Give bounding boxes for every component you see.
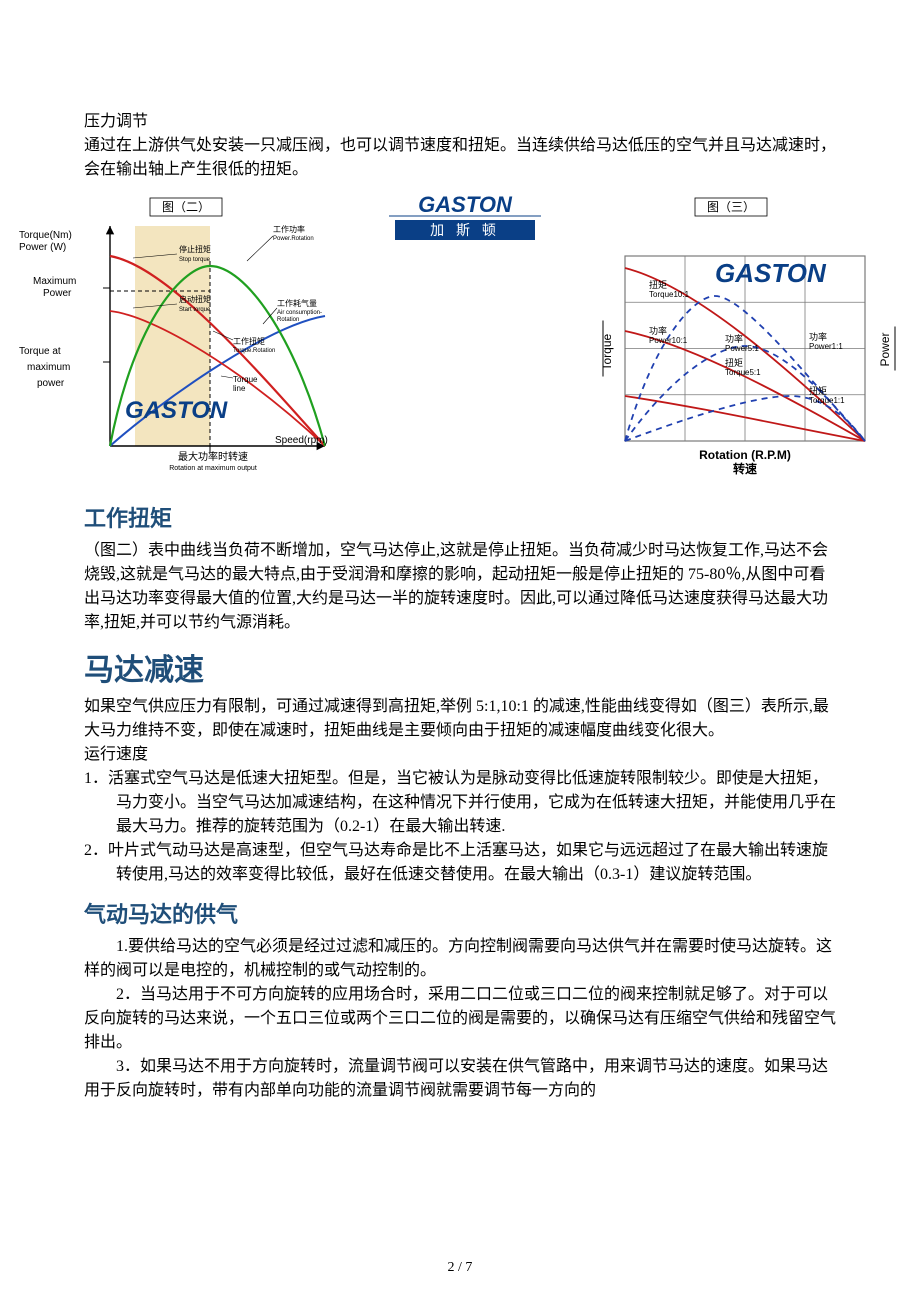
svg-text:GASTON: GASTON [125,397,228,424]
svg-text:功率: 功率 [725,333,743,344]
list-decel-2: 2．叶片式气动马达是高速型，但空气马达寿命是比不上活塞马达，如果它与远远超过了在… [84,839,836,887]
pressure-title: 压力调节 [84,110,836,134]
svg-text:GASTON: GASTON [715,258,827,288]
gaston-logo-top: GASTON 加 斯 顿 [385,190,545,249]
para-decel-1: 如果空气供应压力有限制，可通过减速得到高扭矩,举例 5:1,10:1 的减速,性… [84,695,836,743]
svg-text:Power (W): Power (W) [19,242,66,253]
svg-text:Start torque: Start torque [179,307,211,313]
svg-text:转速: 转速 [733,461,757,476]
heading-supply: 气动马达的供气 [84,897,836,929]
svg-text:工作功率: 工作功率 [273,224,305,234]
svg-text:Power5:1: Power5:1 [725,344,759,353]
para-supply-1: 1.要供给马达的空气必须是经过过滤和减压的。方向控制阀需要向马达供气并在需要时使… [84,935,836,983]
pressure-body: 通过在上游供气处安装一只减压阀，也可以调节速度和扭矩。当连续供给马达低压的空气并… [84,134,836,182]
svg-text:Power.Rotation: Power.Rotation [273,236,314,242]
svg-text:扭矩: 扭矩 [649,279,667,290]
heading-work-torque: 工作扭矩 [84,501,836,533]
svg-text:扭矩: 扭矩 [725,357,743,368]
para-work-torque: （图二）表中曲线当负荷不断增加，空气马达停止,这就是停止扭矩。当负荷减少时马达恢… [84,539,836,635]
svg-text:停止扭矩: 停止扭矩 [179,244,211,254]
svg-text:图（三）: 图（三） [707,200,755,214]
svg-text:工作耗气量: 工作耗气量 [277,298,317,308]
svg-text:Rotation at maximum output: Rotation at maximum output [169,465,257,472]
svg-text:Speed(rpm): Speed(rpm) [275,435,328,446]
figure-2: 图（二） Torque(Nm)Power (W) MaximumPower Torqu… [15,196,345,491]
svg-text:Torque1:1: Torque1:1 [809,396,845,405]
svg-text:GASTON: GASTON [418,192,513,217]
svg-text:功率: 功率 [649,325,667,336]
para-decel-sub: 运行速度 [84,743,836,767]
page-number: 2 / 7 [0,1260,920,1276]
svg-text:扭矩: 扭矩 [809,385,827,396]
svg-text:Rotation (R.P.M): Rotation (R.P.M) [699,448,791,462]
svg-text:line: line [233,384,246,393]
svg-text:启动扭矩: 启动扭矩 [179,294,211,304]
svg-text:Torque10:1: Torque10:1 [649,290,690,299]
svg-text:Power: Power [43,288,72,299]
svg-text:Torque at: Torque at [19,346,61,357]
svg-text:加 斯 顿: 加 斯 顿 [430,222,500,238]
svg-text:Torque(Nm): Torque(Nm) [19,230,72,241]
svg-text:Maximum: Maximum [33,276,76,287]
svg-text:Air consumption-: Air consumption- [277,310,322,316]
svg-text:maximum: maximum [27,362,70,373]
figure-3: 图（三）扭矩Torque10:1功率Power10:1功率Power5:1扭矩T… [585,196,905,491]
svg-text:Torque: Torque [233,375,258,384]
svg-text:Power: Power [878,332,892,366]
svg-text:图（二）: 图（二） [162,200,210,214]
svg-text:Torque: Torque [600,333,614,370]
svg-text:Power10:1: Power10:1 [649,336,688,345]
list-decel-1: 1．活塞式空气马达是低速大扭矩型。但是，当它被认为是脉动变得比低速旋转限制较少。… [84,767,836,839]
svg-text:功率: 功率 [809,331,827,342]
svg-text:Torque5:1: Torque5:1 [725,368,761,377]
svg-text:Stop torque: Stop torque [179,257,211,263]
para-supply-3: 3．如果马达不用于方向旋转时，流量调节阀可以安装在供气管路中，用来调节马达的速度… [84,1055,836,1103]
svg-text:Torque.Rotation: Torque.Rotation [233,348,275,354]
para-supply-2: 2．当马达用于不可方向旋转的应用场合时，采用二口二位或三口二位的阀来控制就足够了… [84,983,836,1055]
heading-decel: 马达减速 [84,645,836,689]
svg-text:Power1:1: Power1:1 [809,342,843,351]
svg-text:工作扭矩: 工作扭矩 [233,336,265,346]
svg-text:power: power [37,378,65,389]
svg-text:Rotation: Rotation [277,317,299,323]
svg-text:最大功率时转速: 最大功率时转速 [178,450,248,463]
